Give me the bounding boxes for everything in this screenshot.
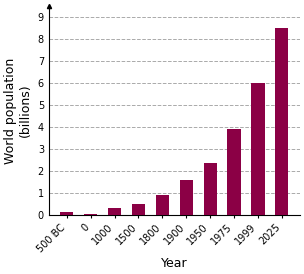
Bar [275, 28, 288, 215]
Bar [204, 163, 217, 215]
Bar [132, 204, 145, 215]
Bar [84, 213, 97, 215]
Y-axis label: World population
(billions): World population (billions) [4, 57, 32, 164]
Bar [251, 83, 264, 215]
X-axis label: Year: Year [161, 257, 188, 270]
Bar [227, 129, 241, 215]
Bar [60, 212, 73, 215]
Bar [180, 179, 193, 215]
Bar [108, 208, 121, 215]
Bar [156, 195, 169, 215]
